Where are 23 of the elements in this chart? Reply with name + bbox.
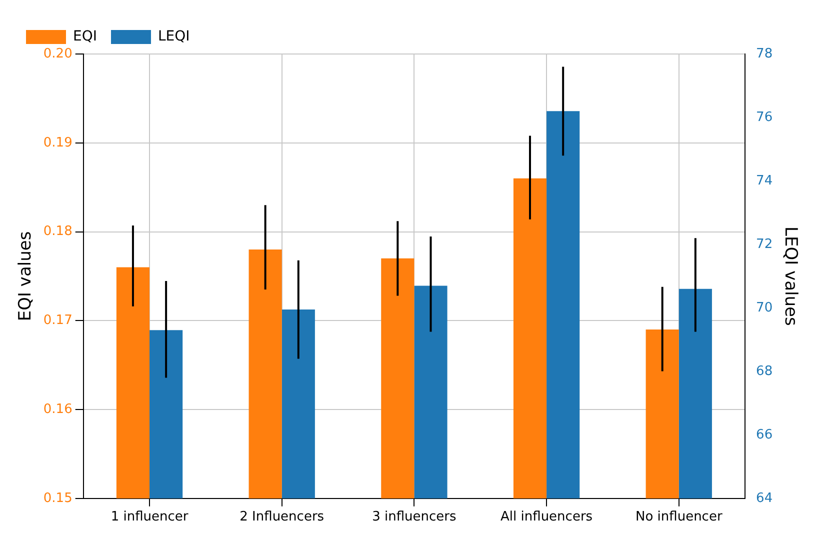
- y-tick-label: 0.15: [43, 490, 72, 506]
- y2-tick-label: 66: [756, 427, 773, 442]
- y-axis-title: EQI values: [16, 231, 36, 322]
- y2-tick-label: 76: [756, 110, 773, 125]
- y-tick-label: 0.19: [43, 135, 72, 150]
- y2-tick-label: 74: [756, 173, 773, 188]
- x-tick-label: 2 Influencers: [240, 510, 324, 525]
- legend-label: LEQI: [158, 28, 190, 45]
- x-tick-label: 1 influencer: [110, 510, 189, 525]
- y2-tick-label: 64: [756, 490, 773, 506]
- x-tick-label: No influencer: [635, 510, 723, 525]
- y2-tick-label: 72: [756, 236, 773, 252]
- x-tick-label: 3 influencers: [372, 510, 457, 525]
- legend-label: EQI: [73, 28, 97, 45]
- y2-axis-title: LEQI values: [780, 226, 800, 326]
- x-tick-label: All influencers: [500, 510, 593, 525]
- y2-tick-label: 70: [756, 300, 773, 316]
- y2-tick-label: 68: [756, 364, 773, 379]
- y-tick-label: 0.17: [43, 313, 72, 328]
- y-tick-label: 0.18: [43, 224, 72, 240]
- y-tick-label: 0.16: [43, 402, 72, 417]
- y-tick-label: 0.20: [43, 46, 72, 62]
- y2-tick-label: 78: [756, 46, 773, 62]
